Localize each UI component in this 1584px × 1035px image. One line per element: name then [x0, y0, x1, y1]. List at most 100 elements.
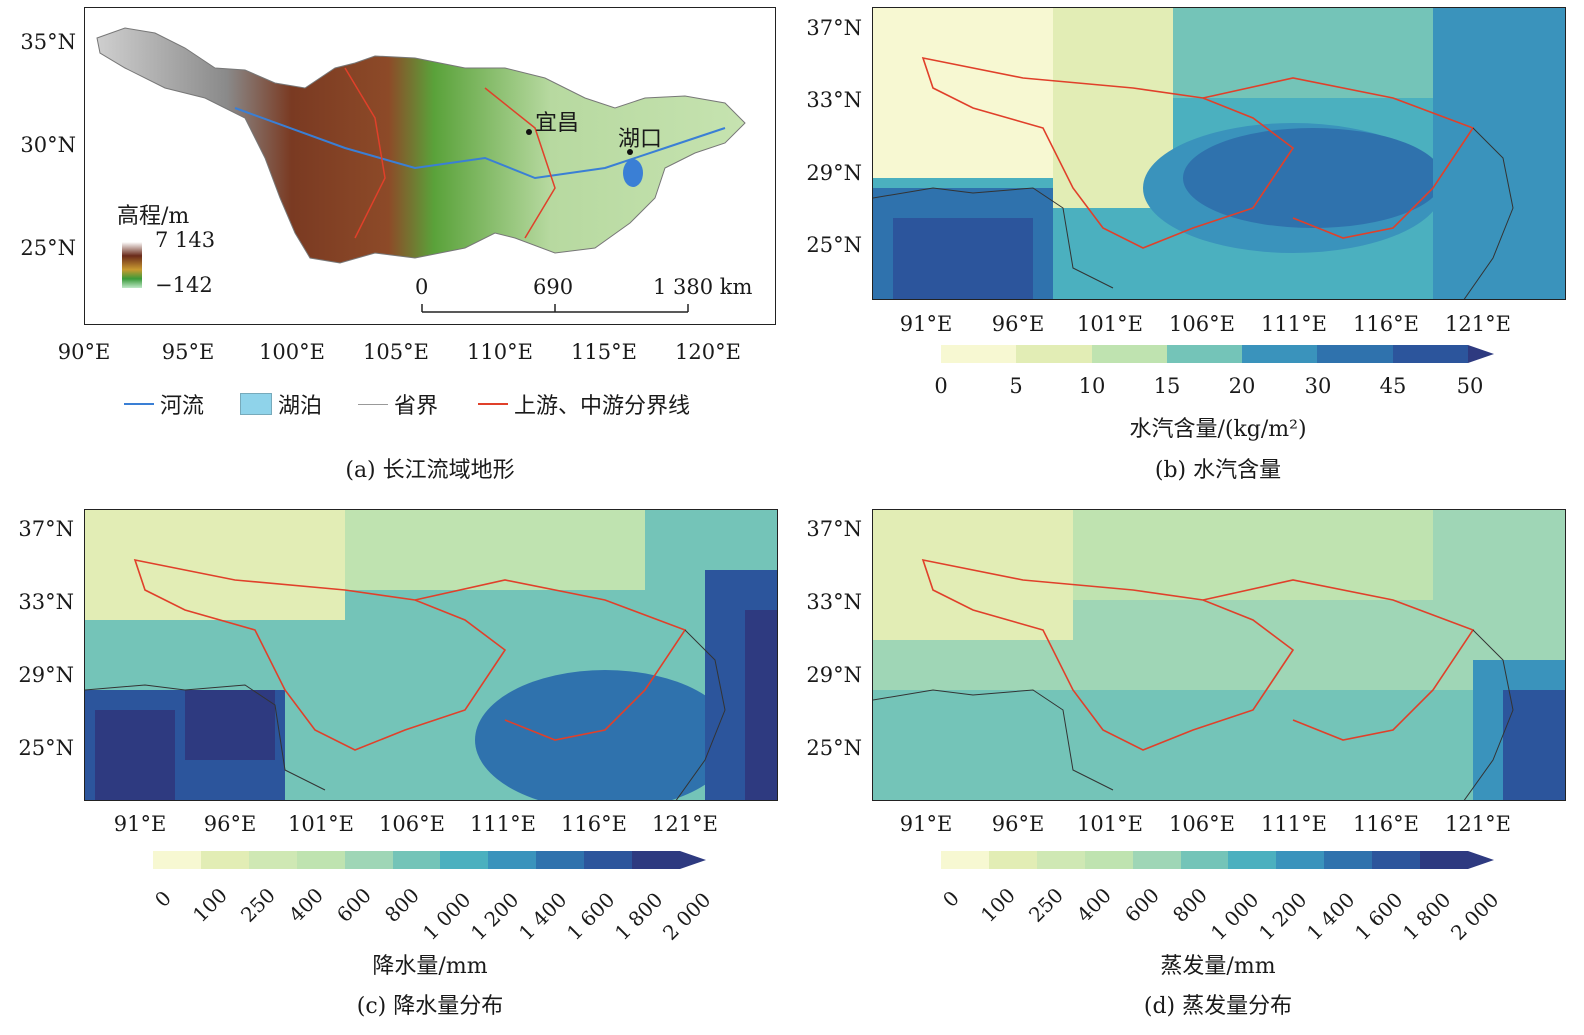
legend-province: 省界	[358, 388, 438, 420]
cbar-label: 100	[188, 882, 232, 927]
lon-tick: 91°E	[899, 312, 953, 336]
panel-b-map	[872, 7, 1566, 300]
lat-tick: 37°N	[806, 16, 862, 40]
lon-tick: 91°E	[899, 812, 953, 836]
colorbar-d	[941, 851, 1468, 869]
lon-tick: 96°E	[991, 312, 1045, 336]
lat-tick: 35°N	[20, 30, 76, 54]
cbar-label: 10	[1078, 374, 1106, 398]
cbar-label: 45	[1379, 374, 1407, 398]
cbar-label: 30	[1304, 374, 1332, 398]
lon-tick: 90°E	[57, 340, 111, 364]
legend-province-label: 省界	[394, 394, 439, 419]
lon-tick: 116°E	[1353, 312, 1419, 336]
cbar-label: 1 400	[514, 887, 572, 945]
cbar-label: 50	[1456, 374, 1484, 398]
lon-tick: 120°E	[675, 340, 741, 364]
cbar-label: 0	[934, 374, 948, 398]
cbar-label: 1 200	[466, 887, 524, 945]
cbar-label: 15	[1153, 374, 1181, 398]
lat-tick: 33°N	[806, 590, 862, 614]
colorbar-b-title: 水汽含量/(kg/m²)	[1129, 417, 1307, 442]
elevation-colorbar	[122, 242, 142, 288]
caption-b: (b) 水汽含量	[1154, 458, 1282, 483]
legend-boundary-label: 上游、中游分界线	[514, 394, 691, 419]
lat-tick: 25°N	[806, 233, 862, 257]
legend-river-label: 河流	[160, 394, 205, 419]
elevation-min: −142	[155, 273, 213, 297]
yichang-marker	[526, 129, 532, 135]
cbar-label: 1 000	[418, 887, 476, 945]
cbar-label: 400	[284, 882, 328, 927]
panel-d-map	[872, 509, 1566, 801]
cbar-label: 1 800	[1398, 887, 1456, 945]
legend-lake: 湖泊	[240, 388, 322, 420]
cbar-label: 1 000	[1206, 887, 1264, 945]
lat-tick: 29°N	[18, 663, 74, 687]
lon-tick: 115°E	[571, 340, 637, 364]
lat-tick: 33°N	[18, 590, 74, 614]
lat-tick: 30°N	[20, 133, 76, 157]
cbar-label: 100	[976, 882, 1020, 927]
lat-tick: 29°N	[806, 663, 862, 687]
lon-tick: 121°E	[652, 812, 718, 836]
scale-label-1380: 1 380 km	[653, 275, 753, 299]
lat-tick: 33°N	[806, 88, 862, 112]
lon-tick: 96°E	[991, 812, 1045, 836]
cbar-label: 1 400	[1302, 887, 1360, 945]
panel-c-map	[84, 509, 778, 801]
lon-tick: 116°E	[561, 812, 627, 836]
lon-tick: 95°E	[161, 340, 215, 364]
lon-tick: 121°E	[1445, 812, 1511, 836]
lon-tick: 106°E	[1169, 812, 1235, 836]
legend-river: 河流	[124, 388, 204, 420]
caption-d: (d) 蒸发量分布	[1143, 994, 1293, 1019]
lon-tick: 96°E	[203, 812, 257, 836]
cbar-label: 1 200	[1254, 887, 1312, 945]
lon-tick: 116°E	[1353, 812, 1419, 836]
panel-a-map: 宜昌 湖口 高程/m 7 143 −142 0 690 1 380 km	[84, 7, 776, 325]
legend-lake-label: 湖泊	[278, 394, 323, 419]
lon-tick: 101°E	[288, 812, 354, 836]
cbar-label: 2 000	[658, 887, 716, 945]
cbar-label: 800	[1168, 882, 1212, 927]
cbar-label: 800	[380, 882, 424, 927]
cbar-label: 1 600	[562, 887, 620, 945]
scale-label-0: 0	[415, 275, 429, 299]
scale-label-690: 690	[533, 275, 574, 299]
colorbar-c-arrow	[680, 851, 706, 869]
cbar-label: 0	[938, 885, 964, 912]
elevation-max: 7 143	[155, 228, 216, 252]
colorbar-d-arrow	[1468, 851, 1494, 869]
caption-a: (a) 长江流域地形	[345, 458, 515, 483]
lon-tick: 101°E	[1077, 812, 1143, 836]
lat-tick: 25°N	[18, 736, 74, 760]
cbar-label: 600	[332, 882, 376, 927]
lat-tick: 29°N	[806, 161, 862, 185]
lon-tick: 106°E	[1169, 312, 1235, 336]
colorbar-b-arrow	[1468, 345, 1494, 363]
lat-tick: 25°N	[806, 736, 862, 760]
cbar-label: 2 000	[1446, 887, 1504, 945]
colorbar-d-title: 蒸发量/mm	[1160, 954, 1276, 979]
cbar-label: 250	[236, 882, 280, 927]
lon-tick: 106°E	[379, 812, 445, 836]
lon-tick: 100°E	[259, 340, 325, 364]
colorbar-b	[941, 345, 1468, 363]
colorbar-c	[153, 851, 680, 869]
terrain-map	[96, 27, 746, 313]
cbar-label: 400	[1072, 882, 1116, 927]
lon-tick: 110°E	[467, 340, 533, 364]
lon-tick: 111°E	[1261, 812, 1327, 836]
city-label-yichang: 宜昌	[535, 111, 580, 136]
hukou-marker	[627, 149, 633, 155]
colorbar-c-title: 降水量/mm	[372, 954, 488, 979]
cbar-label: 1 600	[1350, 887, 1408, 945]
lon-tick: 105°E	[363, 340, 429, 364]
lon-tick: 121°E	[1445, 312, 1511, 336]
lon-tick: 111°E	[470, 812, 536, 836]
lon-tick: 101°E	[1077, 312, 1143, 336]
elevation-title: 高程/m	[117, 204, 190, 229]
cbar-label: 0	[150, 885, 176, 912]
caption-c: (c) 降水量分布	[356, 994, 504, 1019]
